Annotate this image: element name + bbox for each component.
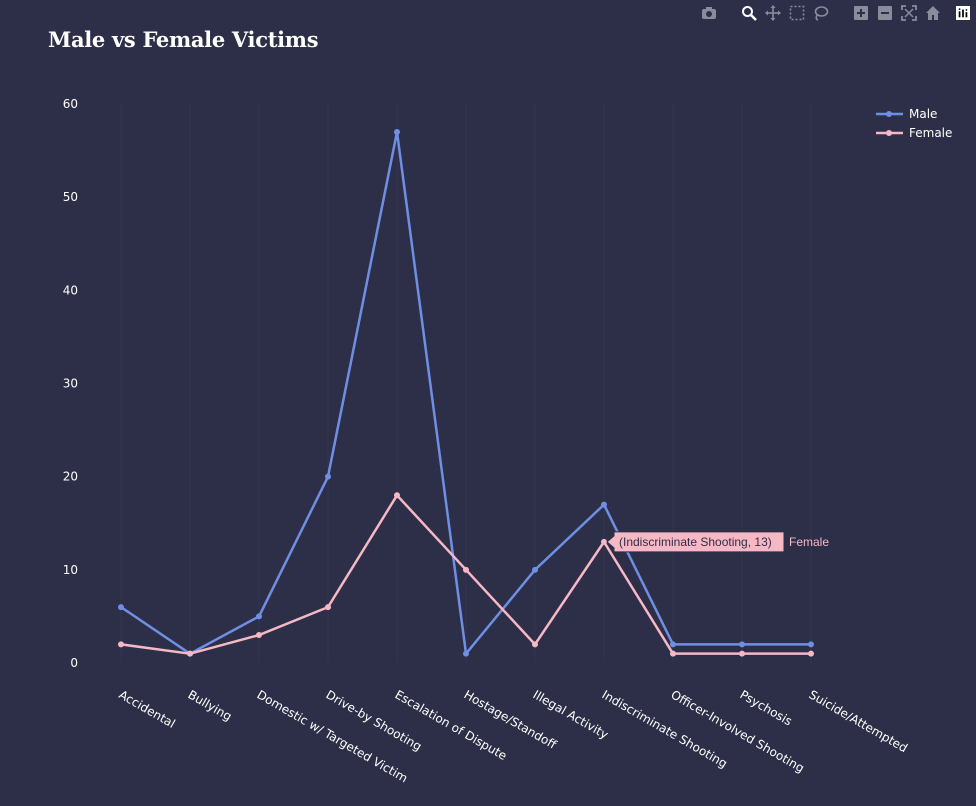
autoscale-icon[interactable] — [900, 4, 918, 22]
hover-tooltip-series-name: Female — [789, 535, 829, 549]
x-tick-label: Escalation of Dispute — [393, 687, 510, 763]
female-data-point — [118, 641, 124, 648]
male-data-point — [808, 641, 814, 648]
x-tick-label: Accidental — [117, 687, 178, 730]
box-select-icon[interactable] — [788, 4, 806, 22]
male-data-point — [463, 650, 469, 657]
female-data-point — [601, 538, 607, 545]
y-tick-label: 30 — [63, 377, 78, 391]
male-data-point — [256, 613, 262, 620]
x-tick-label: Indiscriminate Shooting — [600, 687, 730, 770]
legend-male-marker — [886, 111, 892, 117]
chart-title: Male vs Female Victims — [48, 27, 319, 52]
lasso-icon[interactable] — [812, 4, 830, 22]
y-tick-label: 40 — [63, 283, 78, 297]
male-data-point — [739, 641, 745, 648]
y-tick-label: 10 — [63, 563, 78, 577]
y-tick-label: 0 — [70, 656, 78, 670]
female-data-point — [808, 650, 814, 657]
modebar — [700, 3, 970, 23]
female-data-point — [394, 492, 400, 499]
female-data-point — [739, 650, 745, 657]
female-data-point — [532, 641, 538, 648]
zoom-icon[interactable] — [740, 4, 758, 22]
x-tick-label: Psychosis — [738, 687, 795, 728]
legend-female-label: Female — [909, 126, 952, 140]
male-data-point — [601, 501, 607, 508]
x-tick-label: Bullying — [186, 687, 235, 723]
legend-male-label: Male — [909, 107, 937, 121]
pan-icon[interactable] — [764, 4, 782, 22]
male-data-point — [394, 128, 400, 135]
y-tick-label: 60 — [63, 97, 78, 111]
zoom-out-icon[interactable] — [876, 4, 894, 22]
zoom-in-icon[interactable] — [852, 4, 870, 22]
camera-icon[interactable] — [700, 4, 718, 22]
male-data-point — [670, 641, 676, 648]
home-icon[interactable] — [924, 4, 942, 22]
hover-tooltip-value: (Indiscriminate Shooting, 13) — [619, 535, 772, 549]
x-tick-label: Suicide/Attempted — [807, 687, 910, 755]
hover-tooltip-box — [606, 531, 785, 553]
female-data-point — [187, 650, 193, 657]
y-tick-label: 50 — [63, 190, 78, 204]
y-tick-label: 20 — [63, 470, 78, 484]
plotly-logo-icon[interactable] — [956, 6, 970, 20]
female-data-point — [256, 632, 262, 639]
female-data-point — [325, 604, 331, 611]
female-data-point — [670, 650, 676, 657]
x-tick-label: Officer-Involved Shooting — [669, 687, 807, 775]
male-data-point — [532, 566, 538, 573]
legend-female-marker — [886, 130, 892, 136]
male-data-point — [325, 473, 331, 480]
female-data-point — [463, 566, 469, 573]
male-data-point — [118, 604, 124, 611]
